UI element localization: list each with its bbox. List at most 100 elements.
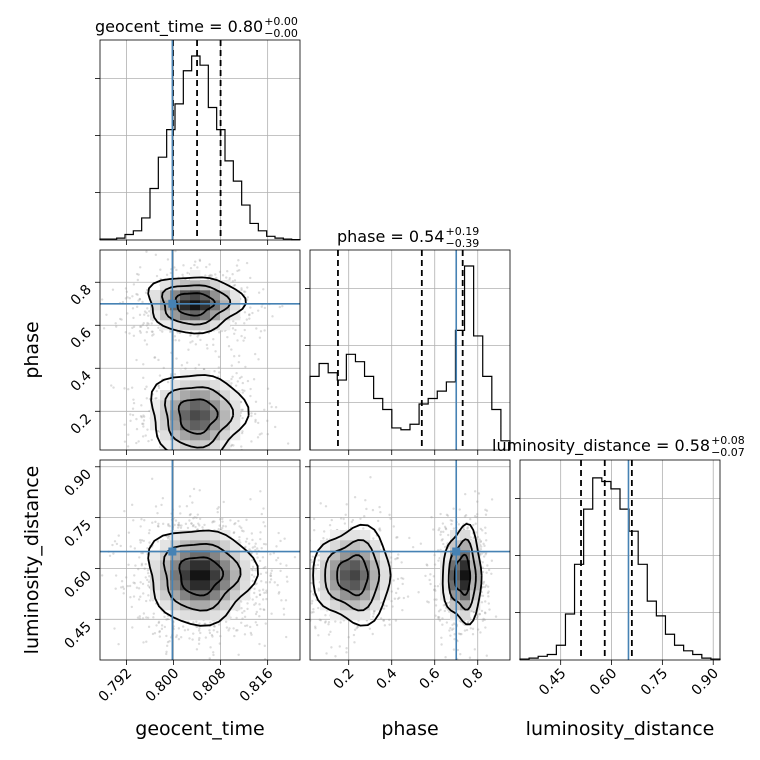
sample-point <box>117 534 120 537</box>
sample-point <box>302 570 304 572</box>
sample-point <box>198 258 202 262</box>
sample-point <box>128 332 131 335</box>
sample-point <box>312 592 315 596</box>
xticklabel: 0.6 <box>417 665 444 692</box>
sample-point <box>317 634 320 637</box>
sample-point <box>440 539 443 542</box>
sample-point <box>265 597 268 601</box>
sample-point <box>150 477 154 481</box>
density-cell <box>440 570 451 581</box>
sample-point <box>476 615 479 618</box>
sample-point <box>490 572 493 576</box>
sample-point <box>149 463 151 465</box>
density-cell <box>170 530 181 541</box>
sample-point <box>351 518 355 522</box>
sample-point <box>234 522 237 525</box>
sample-point <box>327 620 331 624</box>
density-cell <box>440 560 451 571</box>
sample-point <box>385 604 388 608</box>
sample-point <box>265 589 268 592</box>
sample-point <box>181 450 183 452</box>
sample-point <box>142 425 145 428</box>
sample-point <box>284 635 288 639</box>
sample-point <box>411 545 415 549</box>
sample-point <box>371 508 375 512</box>
sample-point <box>233 279 237 282</box>
sample-point <box>473 648 477 651</box>
sample-point <box>192 450 194 452</box>
sample-point <box>440 636 443 639</box>
sample-point <box>483 585 487 589</box>
sample-point <box>145 324 149 327</box>
sample-point <box>317 606 320 610</box>
density-cell <box>200 610 211 621</box>
sample-point <box>253 603 256 606</box>
sample-point <box>151 330 154 334</box>
sample-point <box>241 611 244 614</box>
sample-point <box>221 526 224 530</box>
sample-point <box>130 605 134 609</box>
sample-point <box>157 522 160 526</box>
sample-point <box>191 672 193 674</box>
sample-point <box>237 360 241 364</box>
sample-point <box>263 657 267 660</box>
density-cell <box>190 560 201 571</box>
sample-point <box>232 444 235 447</box>
density-cell <box>220 430 231 441</box>
sample-point <box>484 553 487 556</box>
density-cell <box>190 380 201 391</box>
sample-point <box>146 307 149 310</box>
sample-point <box>282 613 286 616</box>
title-luminosity-distance: luminosity_distance = 0.58 <box>492 436 710 456</box>
sample-point <box>147 439 150 443</box>
sample-point <box>195 516 198 520</box>
density-cell <box>350 600 361 611</box>
sample-point <box>172 456 174 458</box>
sample-point <box>175 268 178 272</box>
sample-point <box>218 270 222 274</box>
sample-point <box>280 599 283 602</box>
sample-point <box>194 343 198 346</box>
xlabel-luminosity-distance: luminosity_distance <box>526 718 715 740</box>
sample-point <box>185 361 189 364</box>
density-cell <box>150 290 161 301</box>
density-cell <box>180 290 191 301</box>
sample-point <box>270 405 273 409</box>
density-cell <box>360 610 371 621</box>
hist-luminosity-distance-frame <box>519 459 721 661</box>
sample-point <box>218 518 222 521</box>
sample-point <box>253 575 256 578</box>
sample-point <box>146 428 149 431</box>
density-cell <box>180 320 191 331</box>
sample-point <box>250 633 253 636</box>
sample-point <box>199 631 202 635</box>
sample-point <box>138 266 142 269</box>
sample-point <box>460 632 463 636</box>
sample-point <box>245 261 249 265</box>
sample-point <box>363 515 366 518</box>
sample-point <box>382 619 386 622</box>
sample-point <box>362 527 365 530</box>
sample-point <box>173 266 176 269</box>
sample-point <box>179 635 183 639</box>
sample-point <box>243 615 247 619</box>
joint-geocent-time-phase-truth-point <box>168 299 177 308</box>
sample-point <box>262 566 265 570</box>
sample-point <box>177 627 181 630</box>
sample-point <box>345 647 348 650</box>
sample-point <box>142 414 145 417</box>
sample-point <box>166 535 169 538</box>
sample-point <box>138 617 142 620</box>
sample-point <box>145 250 148 253</box>
sample-point <box>238 450 240 452</box>
sample-point <box>229 444 233 448</box>
sample-point <box>197 452 199 454</box>
sample-point <box>226 481 228 483</box>
sample-point <box>395 557 399 560</box>
sample-point <box>196 335 199 338</box>
sample-point <box>211 451 213 453</box>
sample-point <box>161 497 165 500</box>
sample-point <box>408 536 411 540</box>
sample-point <box>417 591 420 594</box>
sample-point <box>468 656 472 659</box>
